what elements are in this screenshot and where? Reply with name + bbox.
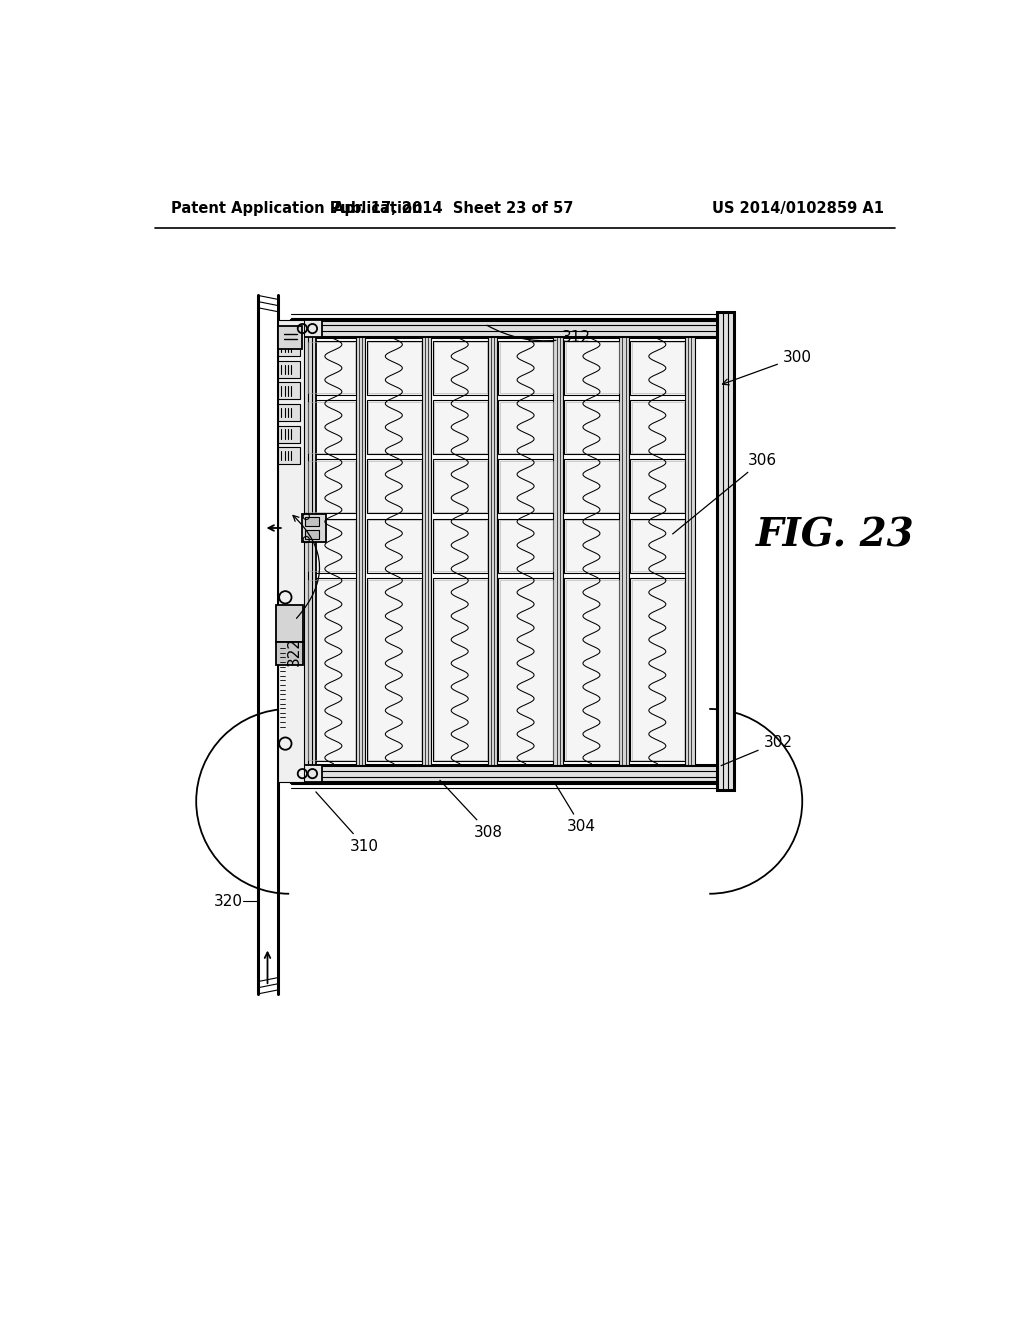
Bar bbox=[367, 519, 423, 573]
Bar bbox=[564, 578, 621, 762]
Bar bbox=[369, 401, 421, 453]
Bar bbox=[308, 461, 355, 512]
Bar bbox=[500, 342, 553, 393]
Bar bbox=[566, 401, 618, 453]
Bar bbox=[632, 401, 684, 453]
Bar bbox=[564, 400, 621, 454]
Bar bbox=[304, 321, 315, 781]
Bar bbox=[367, 459, 423, 513]
Bar bbox=[685, 337, 694, 766]
Bar bbox=[630, 578, 686, 762]
Text: 300: 300 bbox=[723, 350, 812, 385]
Bar bbox=[369, 342, 421, 393]
Bar bbox=[279, 360, 300, 378]
Bar bbox=[632, 520, 684, 572]
Text: US 2014/0102859 A1: US 2014/0102859 A1 bbox=[712, 201, 884, 216]
Bar bbox=[566, 579, 618, 760]
Bar bbox=[276, 605, 303, 642]
Bar bbox=[620, 337, 629, 766]
Bar bbox=[434, 342, 486, 393]
Text: 302: 302 bbox=[721, 734, 793, 766]
Bar bbox=[432, 578, 488, 762]
Bar bbox=[305, 529, 319, 539]
Bar bbox=[630, 459, 686, 513]
Bar bbox=[367, 341, 423, 395]
Bar bbox=[432, 341, 488, 395]
Bar bbox=[566, 520, 618, 572]
Bar bbox=[305, 517, 319, 527]
Bar bbox=[278, 321, 304, 781]
Text: 308: 308 bbox=[440, 780, 503, 840]
Bar bbox=[554, 337, 563, 766]
Bar bbox=[632, 579, 684, 760]
Text: FIG. 23: FIG. 23 bbox=[756, 516, 914, 554]
Bar bbox=[500, 461, 553, 512]
Bar bbox=[422, 337, 431, 766]
Bar bbox=[566, 342, 618, 393]
Bar bbox=[279, 383, 300, 400]
Bar bbox=[630, 400, 686, 454]
Bar bbox=[306, 341, 356, 395]
Bar bbox=[306, 400, 356, 454]
Text: 304: 304 bbox=[556, 784, 596, 834]
Bar bbox=[500, 520, 553, 572]
Bar bbox=[500, 579, 553, 760]
Bar bbox=[630, 519, 686, 573]
Bar bbox=[564, 341, 621, 395]
Bar bbox=[434, 579, 486, 760]
Bar bbox=[291, 321, 732, 337]
Bar bbox=[432, 519, 488, 573]
Bar bbox=[499, 578, 554, 762]
Bar bbox=[279, 339, 300, 356]
Bar bbox=[717, 313, 734, 789]
Bar bbox=[306, 519, 356, 573]
Bar bbox=[308, 342, 355, 393]
Bar bbox=[434, 401, 486, 453]
Text: Patent Application Publication: Patent Application Publication bbox=[171, 201, 422, 216]
Bar bbox=[279, 447, 300, 465]
Bar bbox=[487, 337, 497, 766]
Bar bbox=[432, 459, 488, 513]
Bar bbox=[279, 425, 300, 442]
Text: Apr. 17, 2014  Sheet 23 of 57: Apr. 17, 2014 Sheet 23 of 57 bbox=[334, 201, 573, 216]
Text: 322: 322 bbox=[287, 636, 302, 665]
Bar bbox=[279, 404, 300, 421]
Bar bbox=[432, 400, 488, 454]
Bar bbox=[499, 519, 554, 573]
Bar bbox=[356, 337, 366, 766]
Bar bbox=[434, 461, 486, 512]
Bar bbox=[499, 459, 554, 513]
Bar bbox=[367, 578, 423, 762]
Bar bbox=[306, 459, 356, 513]
Bar bbox=[308, 520, 355, 572]
Bar bbox=[306, 578, 356, 762]
Bar bbox=[566, 461, 618, 512]
Bar bbox=[308, 579, 355, 760]
Bar bbox=[308, 401, 355, 453]
Bar bbox=[564, 519, 621, 573]
Text: 312: 312 bbox=[487, 325, 591, 345]
Bar bbox=[499, 400, 554, 454]
Bar bbox=[369, 520, 421, 572]
Bar bbox=[291, 321, 322, 337]
Bar bbox=[302, 515, 326, 543]
Bar bbox=[279, 326, 302, 350]
Text: 306: 306 bbox=[673, 453, 777, 535]
Bar bbox=[369, 579, 421, 760]
Bar bbox=[434, 520, 486, 572]
Bar bbox=[499, 341, 554, 395]
Bar bbox=[632, 461, 684, 512]
Bar bbox=[369, 461, 421, 512]
Bar bbox=[564, 459, 621, 513]
Text: 320: 320 bbox=[214, 894, 244, 909]
Bar bbox=[291, 766, 732, 781]
Text: 310: 310 bbox=[315, 792, 379, 854]
Bar bbox=[632, 342, 684, 393]
Bar bbox=[367, 400, 423, 454]
Bar bbox=[630, 341, 686, 395]
Bar bbox=[500, 401, 553, 453]
Bar bbox=[276, 642, 303, 665]
Bar bbox=[291, 766, 322, 781]
